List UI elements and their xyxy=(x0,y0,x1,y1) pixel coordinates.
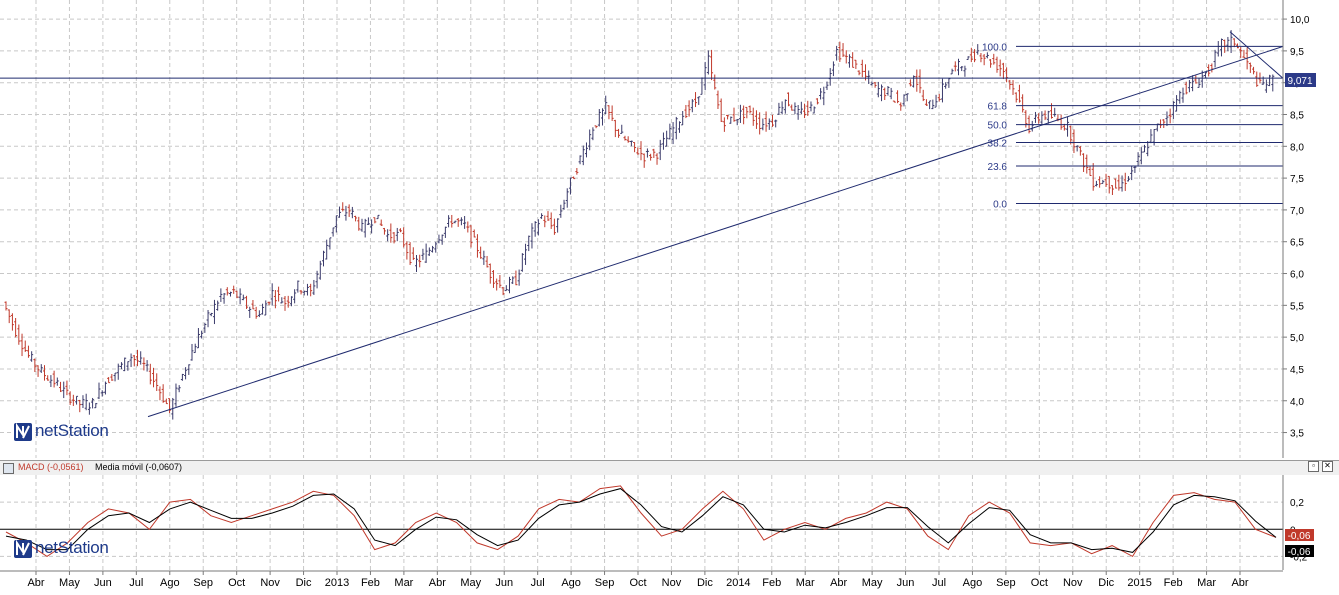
x-tick-label: Abr xyxy=(1231,577,1248,589)
x-tick-label: Abr xyxy=(429,577,446,589)
x-tick-label: Dic xyxy=(697,577,713,589)
netstation-logo: netStation xyxy=(14,421,134,443)
x-tick-label: Oct xyxy=(1031,577,1048,589)
fib-level-label: 61.8 xyxy=(988,102,1008,113)
x-tick-label: Jun xyxy=(897,577,915,589)
price-chart[interactable]: 100.061.850.038.223.60.0 10,09,59,08,58,… xyxy=(0,0,1339,458)
y-tick-label: 8,0 xyxy=(1290,142,1304,153)
maximize-icon[interactable]: ▫ xyxy=(1308,461,1319,472)
last-price-value: 9,071 xyxy=(1287,76,1312,87)
y-tick-label: 7,5 xyxy=(1290,174,1304,185)
x-tick-label: Jul xyxy=(932,577,946,589)
macd-logo-icon xyxy=(14,540,32,558)
x-tick-label: 2015 xyxy=(1127,577,1151,589)
x-tick-label: Ago xyxy=(561,577,581,589)
x-tick-label: Sep xyxy=(595,577,615,589)
x-tick-label: Jul xyxy=(531,577,545,589)
x-tick-label: Jul xyxy=(129,577,143,589)
signal-value-tag xyxy=(1285,545,1314,557)
x-tick-label: Jun xyxy=(495,577,513,589)
y-tick-label: 4,0 xyxy=(1290,397,1304,408)
signal-value-text: -0,06 xyxy=(1288,547,1311,558)
x-tick-label: Dic xyxy=(1098,577,1114,589)
x-tick-label: Ago xyxy=(963,577,983,589)
y-tick-label: 3,5 xyxy=(1290,429,1304,440)
x-tick-label: May xyxy=(460,577,481,589)
macd-logo-text: netStation xyxy=(35,538,109,557)
x-tick-label: 2014 xyxy=(726,577,750,589)
x-tick-label: Ago xyxy=(160,577,180,589)
x-tick-label: Oct xyxy=(629,577,646,589)
y-tick-label: 8,5 xyxy=(1290,111,1304,122)
trendline[interactable] xyxy=(147,45,1284,418)
macd-line xyxy=(5,485,1277,558)
last-price-tag xyxy=(1285,73,1316,87)
macd-signal-line xyxy=(5,488,1277,553)
fib-level-label: 100.0 xyxy=(982,42,1007,53)
x-tick-label: Nov xyxy=(260,577,280,589)
y-tick-label: 5,0 xyxy=(1290,333,1304,344)
y-tick-label: 9,5 xyxy=(1290,47,1304,58)
y-tick-label: 5,5 xyxy=(1290,301,1304,312)
fib-level-label: 50.0 xyxy=(988,121,1008,132)
x-tick-label: Sep xyxy=(193,577,213,589)
fib-level-label: 23.6 xyxy=(988,162,1008,173)
fib-level-label: 38.2 xyxy=(988,138,1008,149)
x-tick-label: Mar xyxy=(394,577,413,589)
x-tick-label: Feb xyxy=(1164,577,1183,589)
short-trendline[interactable] xyxy=(1229,31,1284,79)
x-tick-label: Sep xyxy=(996,577,1016,589)
macd-y-tick-label: 0,2 xyxy=(1290,498,1304,509)
macd-value-text: -0,06 xyxy=(1288,531,1311,542)
x-tick-label: Feb xyxy=(361,577,380,589)
panel-icon xyxy=(3,463,14,474)
x-tick-label: Jun xyxy=(94,577,112,589)
macd-chart[interactable]: 0,20-0,2 -0,06 -0,06 AbrMayJunJulAgoSepO… xyxy=(0,475,1339,595)
x-tick-label: Feb xyxy=(762,577,781,589)
x-tick-label: Dic xyxy=(296,577,312,589)
y-tick-label: 4,5 xyxy=(1290,365,1304,376)
x-tick-label: Mar xyxy=(796,577,815,589)
x-tick-label: Mar xyxy=(1197,577,1216,589)
macd-logo: netStation xyxy=(14,538,134,560)
netstation-logo-icon xyxy=(14,423,32,441)
x-tick-label: 2013 xyxy=(325,577,349,589)
y-tick-label: 7,0 xyxy=(1290,206,1304,217)
x-tick-label: Oct xyxy=(228,577,245,589)
y-tick-label: 6,0 xyxy=(1290,270,1304,281)
netstation-logo-text: netStation xyxy=(35,421,109,440)
macd-ma-title: Media móvil (-0,0607) xyxy=(95,462,183,472)
close-icon[interactable]: ✕ xyxy=(1322,461,1333,472)
x-tick-label: Abr xyxy=(27,577,44,589)
x-tick-label: Abr xyxy=(830,577,847,589)
x-tick-label: Nov xyxy=(662,577,682,589)
macd-y-tick-label: -0,2 xyxy=(1290,552,1308,563)
x-tick-label: May xyxy=(862,577,883,589)
x-tick-label: Nov xyxy=(1063,577,1083,589)
macd-value-tag xyxy=(1285,529,1314,541)
y-tick-label: 6,5 xyxy=(1290,238,1304,249)
y-tick-label: 10,0 xyxy=(1290,15,1310,26)
macd-title: MACD (-0,0561) xyxy=(18,462,84,472)
fib-level-label: 0.0 xyxy=(993,200,1007,211)
x-tick-label: May xyxy=(59,577,80,589)
macd-panel-header: MACD (-0,0561) Media móvil (-0,0607) ▫ ✕ xyxy=(0,460,1339,476)
